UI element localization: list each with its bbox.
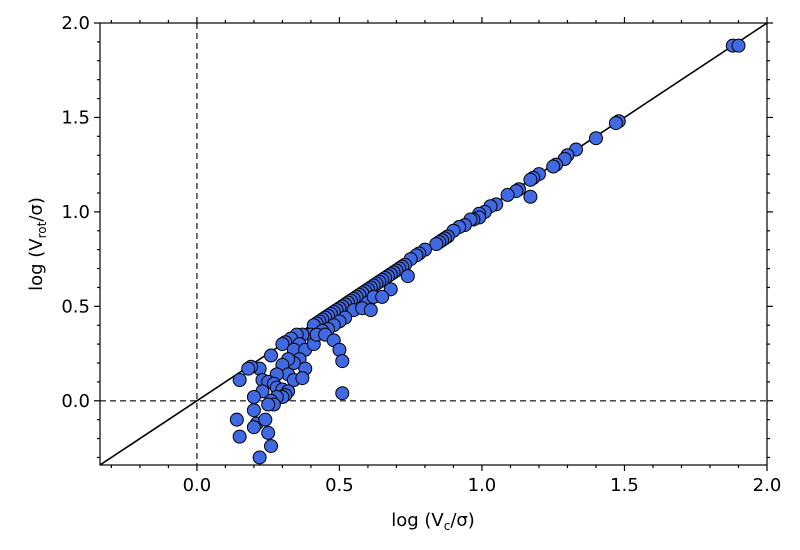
data-point: [363, 303, 378, 318]
data-point: [608, 116, 623, 131]
data-point: [546, 159, 561, 174]
data-point: [400, 269, 415, 284]
x-tick-label: 1.5: [610, 475, 639, 496]
data-point: [731, 38, 746, 53]
data-point: [229, 412, 244, 427]
y-tick-label: 1.0: [61, 202, 90, 223]
data-point: [500, 187, 515, 202]
data-point: [295, 371, 310, 386]
y-tick-label: 0.5: [61, 296, 90, 317]
data-point: [246, 420, 261, 435]
y-tick-label: 1.5: [61, 107, 90, 128]
data-point: [241, 361, 256, 376]
x-axis-label: log (Vc/σ): [391, 510, 475, 533]
data-point: [264, 348, 279, 363]
data-point: [335, 354, 350, 369]
y-tick-label: 0.0: [61, 391, 90, 412]
tick-labels: 0.0 0.5 1.0 1.5 2.0 0.0 0.5 1.0 1.5 2.0: [61, 13, 781, 496]
data-point: [375, 289, 390, 304]
data-point: [335, 386, 350, 401]
x-tick-label: 0.5: [325, 475, 354, 496]
data-points: [229, 38, 746, 465]
data-point: [258, 412, 273, 427]
data-point: [261, 397, 276, 412]
y-axis-label: log (Vrot/σ): [26, 197, 49, 291]
data-point: [246, 390, 261, 404]
x-tick-label: 2.0: [753, 475, 782, 496]
data-point: [275, 337, 290, 352]
data-point: [523, 172, 538, 187]
data-point: [429, 237, 444, 251]
axis-ticks: [94, 17, 773, 471]
data-point: [232, 373, 247, 387]
x-tick-label: 0.0: [183, 475, 212, 496]
plot-frame: [99, 22, 768, 466]
y-tick-label: 2.0: [61, 13, 90, 34]
data-point: [252, 450, 267, 465]
data-point: [232, 429, 247, 444]
x-tick-label: 1.0: [468, 475, 497, 496]
data-point: [261, 425, 276, 440]
data-point: [264, 439, 279, 454]
data-point: [246, 403, 261, 418]
data-point: [523, 189, 538, 204]
data-point: [588, 131, 603, 146]
